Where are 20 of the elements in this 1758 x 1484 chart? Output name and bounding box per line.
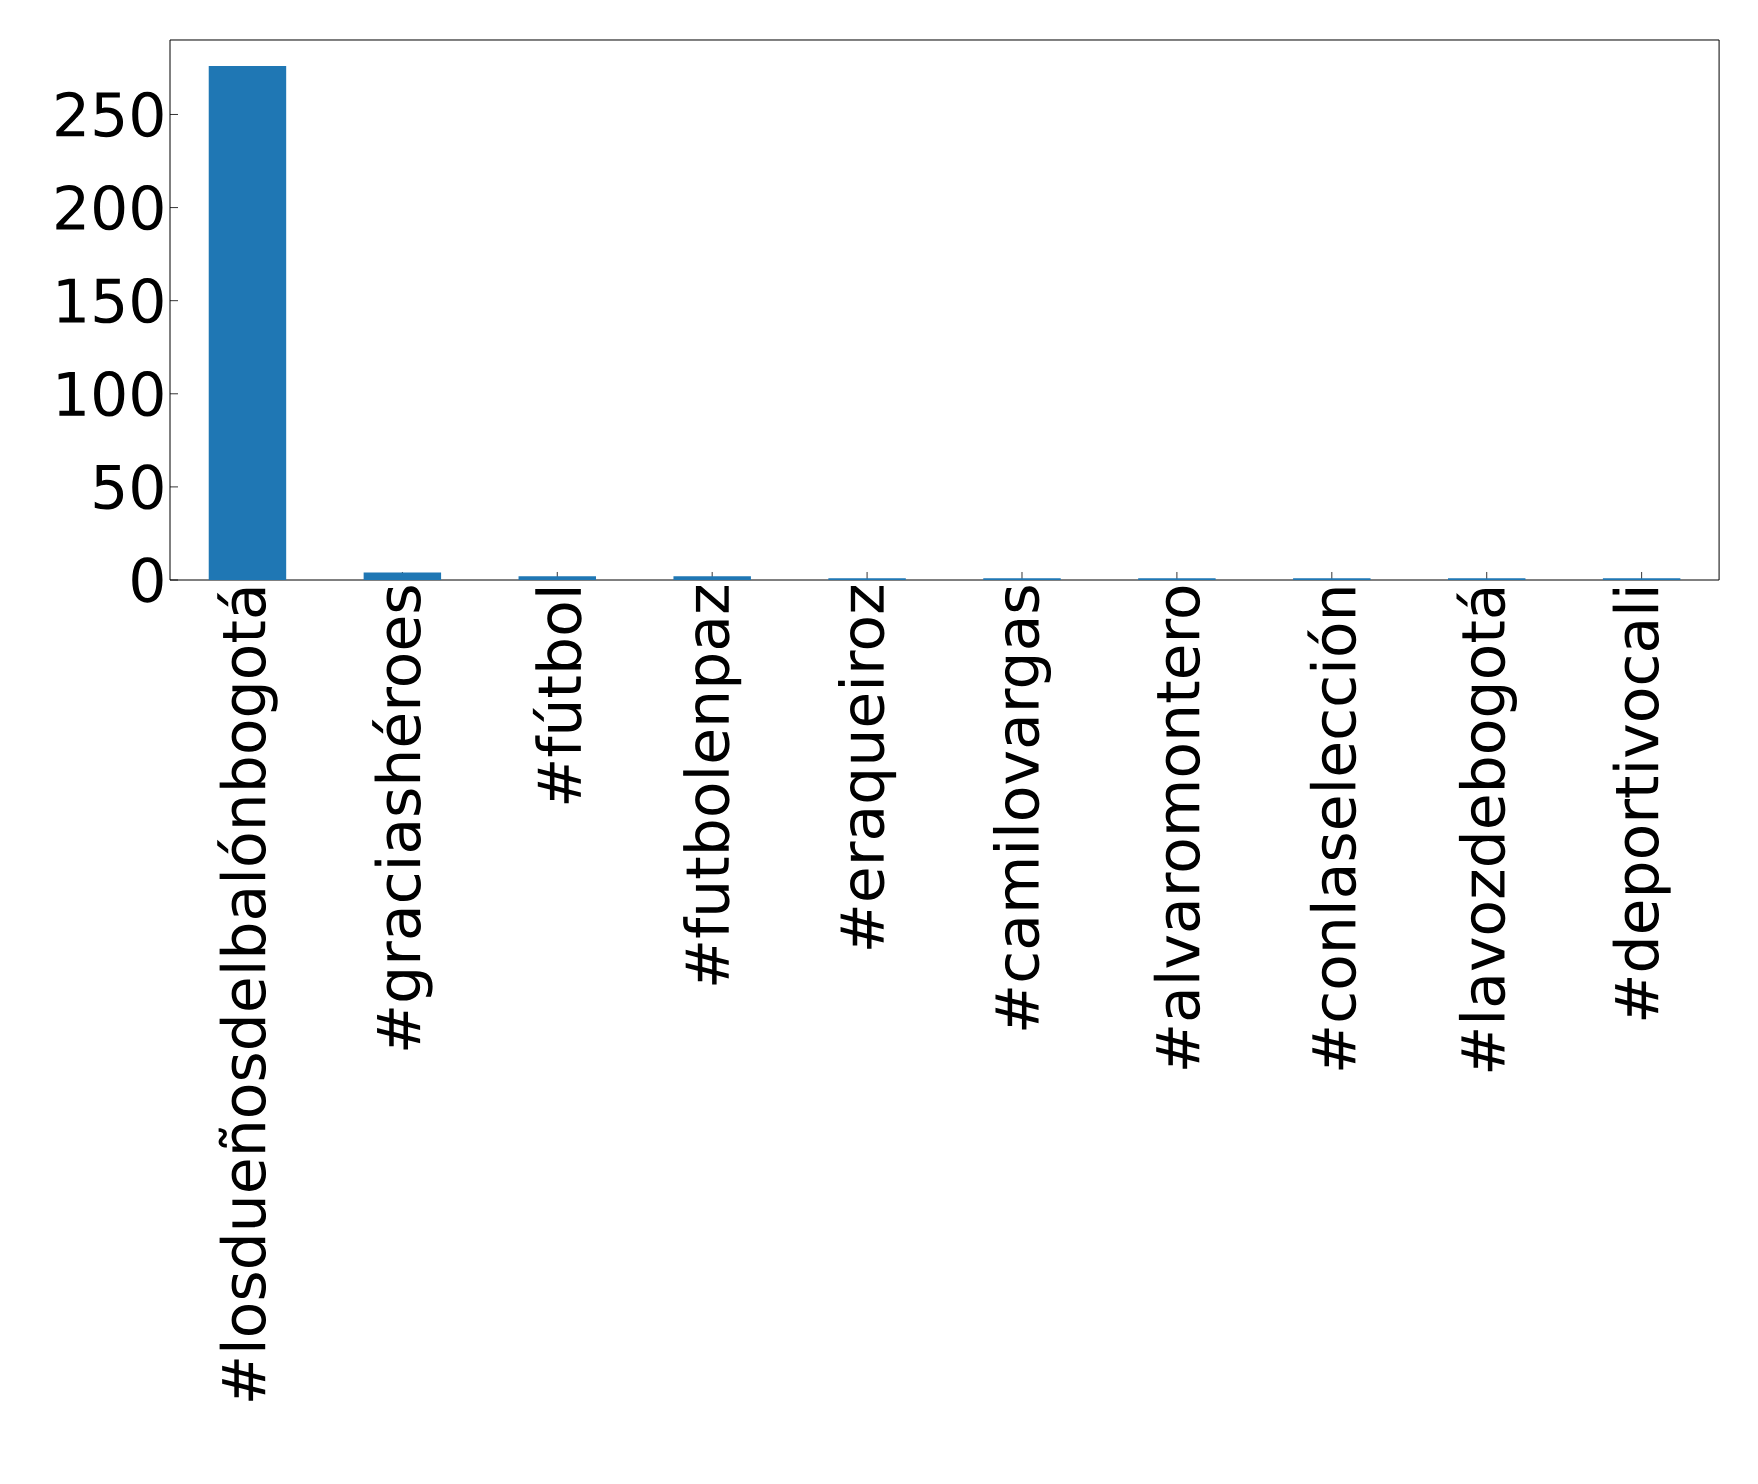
x-tick-label: #alvaromontero [1153,586,1201,1069]
bar [518,576,596,580]
bar [208,66,287,580]
x-tick-label: #futbolenpaz [683,586,742,985]
x-tick-label: #lavozdebogotá [1456,588,1517,1072]
x-tick-label: #fútbol [532,589,582,804]
bar [673,576,751,580]
bar [363,572,442,580]
y-tick-label: 250 [56,91,163,138]
x-tick-label: #eraqueiroz [838,586,897,949]
y-tick-label: 0 [132,557,163,603]
x-tick-label: #deportivocali [1612,589,1671,1020]
x-tick-label: #losdueñosdelbalónbogotá [217,588,278,1401]
y-tick-label: 50 [94,464,163,510]
y-tick-label: 150 [58,278,163,324]
x-tick-label: #conlaselección [1307,588,1357,1070]
x-tick-label: #camilovargas [992,586,1052,1030]
y-tick-label: 200 [56,184,163,231]
x-tick-label: #graciashéroes [372,586,433,1050]
y-tick-label: 100 [58,371,163,417]
